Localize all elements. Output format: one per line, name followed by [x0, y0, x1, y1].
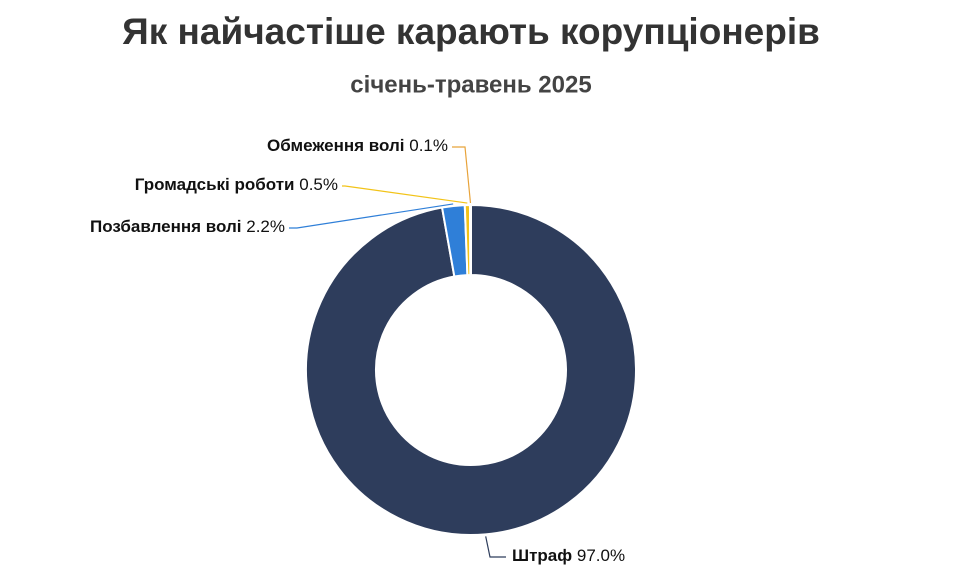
- category-name: Громадські роботи: [135, 175, 295, 194]
- chart-title: Як найчастіше карають корупціонерів: [122, 11, 820, 52]
- leader-line: [485, 536, 506, 558]
- category-name: Позбавлення волі: [90, 217, 242, 236]
- donut-slice: [468, 203, 472, 277]
- category-name: Штраф: [512, 546, 572, 565]
- value-label: 0.1%: [409, 136, 448, 155]
- slice-label: Позбавлення волі 2.2%: [90, 217, 285, 236]
- leader-line: [452, 146, 472, 204]
- category-name: Обмеження волі: [267, 136, 404, 155]
- slice-label: Обмеження волі 0.1%: [267, 136, 448, 155]
- donut-slice: [305, 203, 637, 536]
- leader-line: [289, 203, 454, 229]
- value-label: 0.5%: [299, 175, 338, 194]
- value-label: 2.2%: [246, 217, 285, 236]
- chart-subtitle: січень-травень 2025: [350, 71, 591, 98]
- leader-line: [342, 185, 468, 204]
- value-label: 97.0%: [577, 546, 625, 565]
- slice-label: Громадські роботи 0.5%: [135, 175, 338, 194]
- slice-label: Штраф 97.0%: [512, 546, 625, 565]
